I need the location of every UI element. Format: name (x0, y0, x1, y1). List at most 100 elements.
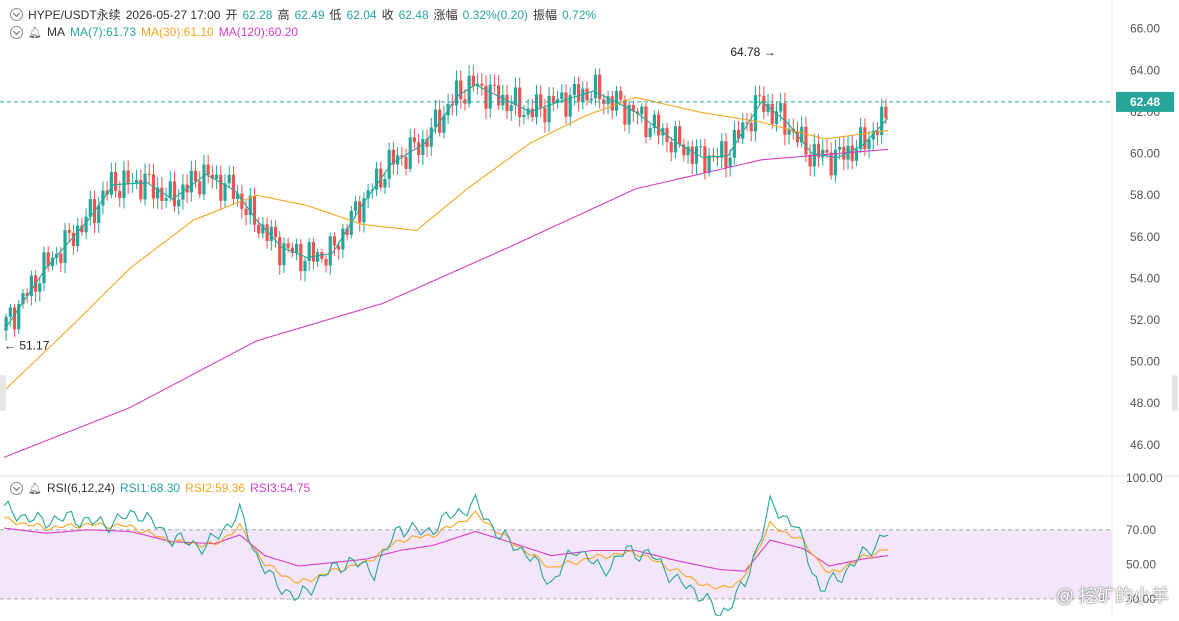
candle-body (492, 84, 497, 86)
candle-body (4, 316, 8, 331)
candle-body (875, 130, 880, 136)
candle-body (210, 175, 214, 179)
candle-body (252, 195, 257, 225)
rsi1-line (3, 493, 889, 618)
candle-body (172, 181, 177, 207)
candle-body (80, 225, 84, 233)
candle-body (644, 106, 648, 138)
ma120-value: MA(120):60.20 (218, 25, 299, 39)
candle-body (358, 201, 362, 223)
candle-body (459, 80, 463, 100)
ma-legend-title[interactable]: MA (46, 25, 65, 39)
candle-body (766, 103, 770, 112)
candle-body (113, 172, 118, 192)
open-value: 62.28 (242, 7, 273, 22)
candle-body (189, 170, 193, 193)
candle-body (454, 80, 459, 106)
candle-body (736, 129, 741, 139)
collapse-icon[interactable] (10, 481, 23, 495)
low-marker: ← 51.17 (4, 338, 50, 352)
candle-body (501, 94, 505, 106)
candle-body (25, 293, 29, 296)
candle-body (787, 128, 791, 135)
candle-body (8, 307, 12, 317)
candle-body (97, 205, 101, 223)
candle-body (227, 174, 231, 184)
candle-body (286, 243, 290, 248)
candle-body (703, 146, 707, 173)
candle-body (749, 122, 753, 132)
candle-body (745, 122, 749, 124)
price-tick-label: 60.00 (1130, 147, 1160, 161)
candle-body (29, 275, 33, 296)
symbol-name[interactable]: HYPE/USDT永续 (28, 8, 121, 22)
candle-body (303, 260, 307, 272)
left-scroll-handle[interactable] (0, 375, 6, 411)
candle-body (214, 174, 219, 179)
candle-body (236, 193, 240, 199)
candle-body (564, 92, 568, 117)
candle-body (623, 99, 627, 125)
candle-body (374, 168, 379, 190)
candle-body (164, 197, 168, 201)
candle-body (316, 252, 320, 262)
candle-body (640, 106, 644, 115)
candle-body (337, 245, 341, 250)
alert-bell-icon[interactable]: 🔔︎ (28, 482, 42, 495)
candle-body (867, 139, 871, 149)
candle-body (290, 247, 294, 253)
rsi-legend-title[interactable]: RSI(6,12,24) (46, 481, 116, 495)
candle-body (101, 190, 105, 206)
right-scroll-handle[interactable] (1172, 375, 1178, 411)
candle-body (513, 87, 518, 106)
candle-body (547, 95, 551, 123)
candle-body (682, 144, 686, 156)
candle-body (168, 181, 172, 198)
candle-body (223, 183, 227, 201)
candle-body (509, 105, 513, 112)
candle-body (408, 137, 412, 169)
candle-body (429, 127, 433, 147)
rsi3-line (3, 527, 889, 572)
candle-body (551, 95, 555, 104)
candle-body (808, 154, 812, 167)
candle-body (328, 236, 332, 266)
alert-bell-icon[interactable]: 🔔︎ (28, 26, 42, 39)
collapse-icon[interactable] (10, 25, 23, 39)
high-label: 高 (277, 8, 290, 22)
candle-body (522, 114, 526, 117)
candle-body (572, 83, 576, 96)
candle-body (278, 237, 282, 266)
candle-body (631, 104, 635, 112)
candle-body (598, 74, 602, 100)
candle-body (652, 114, 656, 128)
price-tick-label: 58.00 (1130, 188, 1160, 202)
candle-body (770, 103, 774, 124)
candle-body (837, 146, 842, 150)
change-value: 0.32%(0.20) (462, 7, 529, 22)
candle-body (332, 236, 337, 246)
candle-body (619, 90, 623, 100)
candle-body (135, 180, 139, 183)
ma7-line (3, 84, 889, 331)
candle-body (577, 83, 581, 102)
candle-body (795, 131, 800, 143)
candle-body (21, 293, 25, 305)
ma7-value: MA(7):61.73 (69, 25, 136, 39)
candle-body (261, 224, 265, 234)
collapse-icon[interactable] (10, 8, 23, 21)
candle-body (560, 92, 564, 100)
candle-body (84, 216, 88, 233)
candle-body (257, 224, 261, 234)
candle-body (139, 180, 143, 200)
candle-body (126, 170, 130, 185)
candle-body (779, 103, 783, 112)
candle-body (610, 96, 614, 111)
rsi-tick-label: 30.00 (1126, 592, 1156, 606)
amplitude-label: 振幅 (533, 8, 558, 22)
candle-body (526, 108, 530, 115)
candle-body (67, 230, 71, 233)
ticker-header: HYPE/USDT永续 2026-05-27 17:00 开 62.28 高 62.… (10, 6, 596, 23)
ma30-value: MA(30):61.10 (141, 25, 214, 39)
candle-body (471, 75, 475, 87)
